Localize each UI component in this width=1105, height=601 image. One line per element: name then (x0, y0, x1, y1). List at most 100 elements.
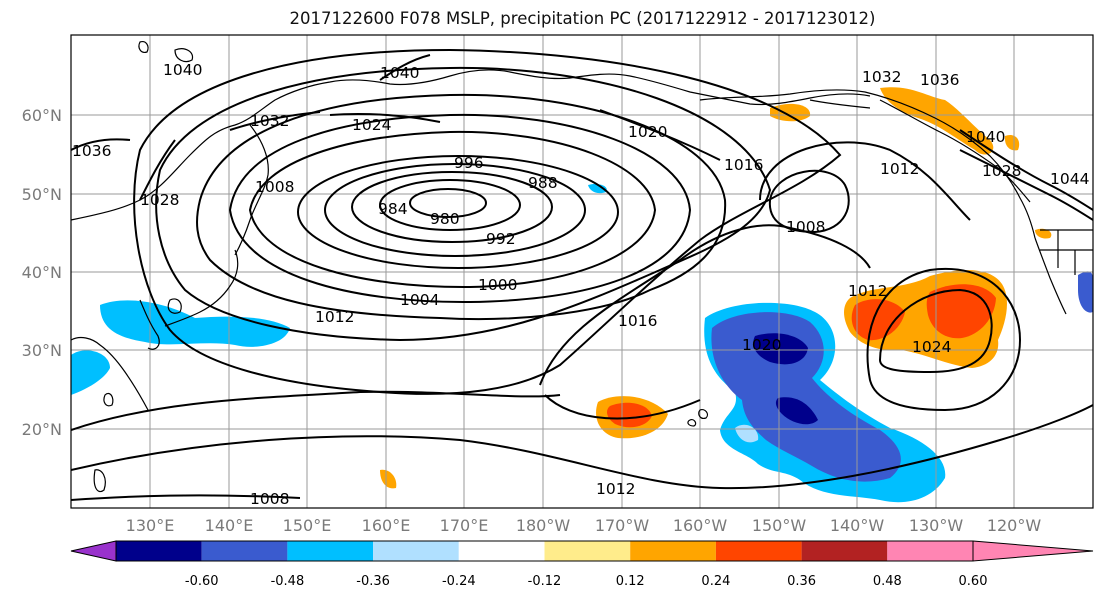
precip-area-orange-alaska-3 (1004, 134, 1020, 151)
colorbar: -0.60 -0.48 -0.36 -0.24 -0.12 0.12 0.24 … (70, 540, 1094, 589)
colorbar-under-triangle (70, 540, 117, 562)
coast-na-states (1040, 229, 1093, 275)
isobar-1040-north (379, 54, 431, 81)
coast-philippines (93, 469, 106, 493)
colorbar-bin (630, 541, 716, 561)
isobar-1024-east (878, 288, 993, 374)
colorbar-tick-label: 0.12 (616, 574, 645, 589)
isobar-1020-east (544, 394, 701, 420)
isobar-label: 1020 (742, 336, 781, 354)
lat-label: 30°N (22, 341, 62, 360)
isobar-label: 1016 (618, 312, 657, 330)
colorbar-tick-label: 0.60 (959, 574, 988, 589)
lat-label: 60°N (22, 106, 62, 125)
map-frame (70, 34, 1094, 509)
colorbar-bin (715, 541, 802, 561)
colorbar-tick-label: 0.48 (873, 574, 902, 589)
lon-label: 170°E (440, 516, 489, 535)
colorbar-bin (458, 541, 545, 561)
isobar-label: 988 (528, 174, 558, 192)
colorbar-over-triangle (972, 540, 1094, 562)
colorbar-tick-label: -0.60 (185, 574, 219, 589)
isobar-label: 1040 (966, 128, 1005, 146)
precip-area-red-south (607, 402, 652, 428)
lon-label: 180°W (516, 516, 571, 535)
isobar-label: 1028 (982, 162, 1021, 180)
lat-label: 20°N (22, 420, 62, 439)
isobar-992 (324, 163, 586, 257)
latitude-labels: 60°N 50°N 40°N 30°N 20°N (22, 106, 62, 439)
isobar-label: 1036 (920, 71, 959, 89)
precip-area-dark-central-2 (775, 397, 818, 425)
isobar-label: 1024 (352, 116, 391, 134)
isobar-1000 (248, 130, 657, 289)
isobar-label: 984 (378, 200, 408, 218)
isobar-label: 1016 (724, 156, 763, 174)
precip-area-orange-coast (1035, 228, 1052, 239)
lon-label: 170°W (595, 516, 650, 535)
coast-na-west (1034, 237, 1067, 315)
precip-area-blue-japan (100, 300, 290, 347)
isobar-1024-north (329, 113, 441, 123)
isobar-label: 996 (454, 154, 484, 172)
isobar-label: 1040 (163, 61, 202, 79)
isobar-label: 1032 (250, 112, 289, 130)
isobar-label: 1036 (72, 142, 111, 160)
coast-hawaii (687, 409, 709, 427)
coast-china (71, 336, 149, 411)
isobars (71, 48, 1093, 501)
lon-label: 150°W (752, 516, 807, 535)
colorbar-bin (801, 541, 888, 561)
lon-label: 130°E (126, 516, 175, 535)
coastlines (71, 41, 1093, 493)
isobar-1036-west (71, 138, 131, 151)
isobar-1032-north (229, 111, 321, 131)
isobar-label: 1012 (848, 282, 887, 300)
precip-area-red-east-2 (926, 284, 996, 339)
precip-area-red-east-1 (851, 299, 905, 341)
isobar-1020-north (599, 109, 721, 161)
isobar-1016-east (539, 224, 871, 386)
isobar-label: 992 (486, 230, 516, 248)
colorbar-bin (373, 541, 459, 561)
coast-island-1 (174, 48, 194, 63)
map-content: 1040 1040 1036 1032 1024 1020 1016 1012 … (71, 35, 1093, 508)
isobar-label: 1020 (628, 123, 667, 141)
colorbar-tick-label: -0.12 (528, 574, 562, 589)
coast-korea (139, 299, 160, 350)
lon-label: 160°E (362, 516, 411, 535)
precip-area-blue-small-1 (588, 183, 607, 194)
precip-area-blue-west (71, 350, 110, 395)
isobar-980 (409, 188, 487, 218)
precip-area-dark-central (753, 333, 808, 365)
isobar-label: 1040 (380, 64, 419, 82)
lon-label: 140°E (205, 516, 254, 535)
colorbar-frame (115, 540, 974, 562)
isobar-1016-lower (71, 390, 561, 431)
colorbar-tick-label: -0.24 (442, 574, 476, 589)
lat-label: 50°N (22, 185, 62, 204)
colorbar-tick-label: -0.48 (271, 574, 305, 589)
longitude-labels: 130°E 140°E 150°E 160°E 170°E 180°W 170°… (126, 516, 1042, 535)
isobar-coast-east (959, 129, 1093, 211)
isobar-988 (351, 171, 553, 243)
colorbar-tick-label: 0.36 (787, 574, 816, 589)
isobar-1008 (196, 93, 727, 321)
isobar-label: 1008 (250, 490, 289, 508)
coast-alaska-coast (879, 99, 1031, 203)
colorbar-bin (544, 541, 631, 561)
isobar-label: 1024 (912, 338, 951, 356)
isobar-label: 1044 (1050, 170, 1089, 188)
isobar-label: 1012 (596, 480, 635, 498)
coast-japan-2 (167, 298, 182, 314)
isobar-1028-west (139, 139, 176, 201)
isobar-label: 1004 (400, 291, 439, 309)
isobar-984 (379, 179, 521, 231)
isobar-label: 1012 (315, 308, 354, 326)
coast-japan-1 (164, 249, 239, 327)
isobar-label: 1008 (255, 178, 294, 196)
isobar-1020-large (866, 267, 1022, 412)
isobar-coast-east-2 (959, 149, 1093, 221)
colorbar-bin (201, 541, 288, 561)
